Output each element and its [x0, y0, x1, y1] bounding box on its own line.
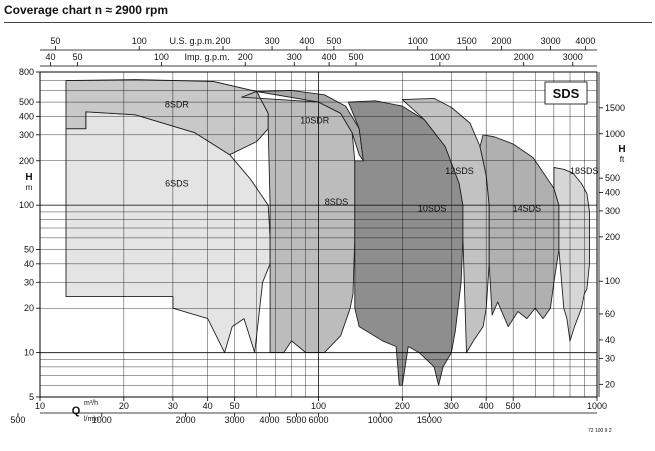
- y2-tick-label: 60: [605, 309, 615, 319]
- pump-regions: [65, 79, 590, 386]
- y-axis-unit: m: [26, 183, 33, 192]
- top-imp-tick-label: 50: [73, 52, 83, 62]
- y2-tick-label: 200: [605, 232, 620, 242]
- x-tick-label: 500: [506, 401, 521, 411]
- region-label-10sdr: 10SDR: [300, 116, 330, 126]
- x-tick-label: 300: [444, 401, 459, 411]
- x-tick-label: 100: [311, 401, 326, 411]
- x2-tick-label: 4000: [259, 415, 279, 425]
- y-tick-label: 5: [29, 392, 34, 402]
- region-label-6sds: 6SDS: [165, 179, 189, 189]
- y-tick-label: 50: [24, 245, 34, 255]
- region-8sdr: [65, 79, 269, 156]
- x2-tick-label: 3000: [225, 415, 245, 425]
- top-imp-tick-label: 3000: [563, 52, 583, 62]
- x-tick-label: 200: [395, 401, 410, 411]
- top-us-tick-label: 500: [326, 36, 341, 46]
- y-tick-label: 20: [24, 303, 34, 313]
- y2-tick-label: 500: [605, 173, 620, 183]
- top-imp-tick-label: 100: [154, 52, 169, 62]
- x-tick-label: 40: [203, 401, 213, 411]
- y2-axis-label: H: [618, 144, 625, 155]
- y2-tick-label: 20: [605, 379, 615, 389]
- x-tick-label: 50: [230, 401, 240, 411]
- top-imp-tick-label: 500: [349, 52, 364, 62]
- x2-tick-label: 5000: [286, 415, 306, 425]
- region-14sds: [479, 134, 560, 328]
- top-imp-axis-unit: Imp. g.p.m.: [184, 52, 229, 62]
- x-tick-label: 20: [119, 401, 129, 411]
- region-label-18sds: 18SDS: [570, 166, 599, 176]
- y-tick-label: 40: [24, 259, 34, 269]
- region-label-14sds: 14SDS: [513, 203, 542, 213]
- top-us-tick-label: 1000: [408, 36, 428, 46]
- chart-axes: 51020304050100200300400500800Hm203040601…: [10, 36, 625, 425]
- y-tick-label: 800: [19, 67, 34, 77]
- x2-tick-label: 500: [10, 415, 25, 425]
- top-imp-tick-label: 2000: [514, 52, 534, 62]
- x2-tick-label: 15000: [417, 415, 442, 425]
- region-label-8sds: 8SDS: [325, 197, 349, 207]
- y2-tick-label: 40: [605, 335, 615, 345]
- x2-axis-unit: l/min: [84, 416, 99, 423]
- y-tick-label: 10: [24, 348, 34, 358]
- y2-tick-label: 300: [605, 206, 620, 216]
- top-imp-tick-label: 300: [287, 52, 302, 62]
- top-us-tick-label: 400: [299, 36, 314, 46]
- y2-tick-label: 100: [605, 276, 620, 286]
- x-tick-label: 1000: [587, 401, 607, 411]
- y-tick-label: 200: [19, 156, 34, 166]
- region-12sds: [401, 97, 490, 354]
- top-us-tick-label: 200: [216, 36, 231, 46]
- x2-tick-label: 6000: [308, 415, 328, 425]
- region-label-10sds: 10SDS: [418, 203, 447, 213]
- y2-tick-label: 400: [605, 187, 620, 197]
- y-tick-label: 100: [19, 200, 34, 210]
- region-label-12sds: 12SDS: [445, 166, 474, 176]
- x2-tick-label: 2000: [176, 415, 196, 425]
- page-title: Coverage chart n ≈ 2900 rpm: [4, 3, 168, 17]
- footnote: 72 100 9 2: [588, 428, 612, 434]
- y-tick-label: 30: [24, 277, 34, 287]
- y-axis-label: H: [25, 172, 32, 183]
- top-us-axis-unit: U.S. g.p.m.: [169, 36, 214, 46]
- y-tick-label: 300: [19, 130, 34, 140]
- top-us-tick-label: 100: [132, 36, 147, 46]
- y-tick-label: 500: [19, 97, 34, 107]
- region-labels: 6SDS 8SDR 8SDS 10SDR 10SDS 12SDS 14SDS 18SDS: [165, 100, 599, 214]
- y2-tick-label: 1500: [605, 103, 625, 113]
- top-us-tick-label: 50: [50, 36, 60, 46]
- x-tick-label: 10: [35, 401, 45, 411]
- top-imp-tick-label: 200: [238, 52, 253, 62]
- x-axis-label: Q: [72, 405, 81, 417]
- top-us-tick-label: 3000: [541, 36, 561, 46]
- top-us-tick-label: 1500: [457, 36, 477, 46]
- x-tick-label: 30: [168, 401, 178, 411]
- top-us-tick-label: 300: [265, 36, 280, 46]
- y2-axis-unit: ft: [620, 155, 625, 164]
- x-tick-label: 400: [479, 401, 494, 411]
- y2-tick-label: 30: [605, 353, 615, 363]
- y-tick-label: 400: [19, 111, 34, 121]
- product-label-box: [544, 81, 588, 105]
- region-18sds: [553, 167, 590, 342]
- top-us-tick-label: 2000: [492, 36, 512, 46]
- region-label-8sdr: 8SDR: [165, 100, 190, 110]
- top-us-tick-label: 4000: [575, 36, 595, 46]
- x2-tick-label: 10000: [368, 415, 393, 425]
- x-axis-unit: m³/h: [84, 400, 98, 407]
- top-imp-tick-label: 1000: [430, 52, 450, 62]
- y2-tick-label: 1000: [605, 129, 625, 139]
- top-imp-tick-label: 40: [46, 52, 56, 62]
- product-label: SDS: [553, 86, 580, 101]
- x2-tick-label: 1000: [92, 415, 112, 425]
- title-divider: [4, 22, 652, 23]
- top-imp-tick-label: 400: [322, 52, 337, 62]
